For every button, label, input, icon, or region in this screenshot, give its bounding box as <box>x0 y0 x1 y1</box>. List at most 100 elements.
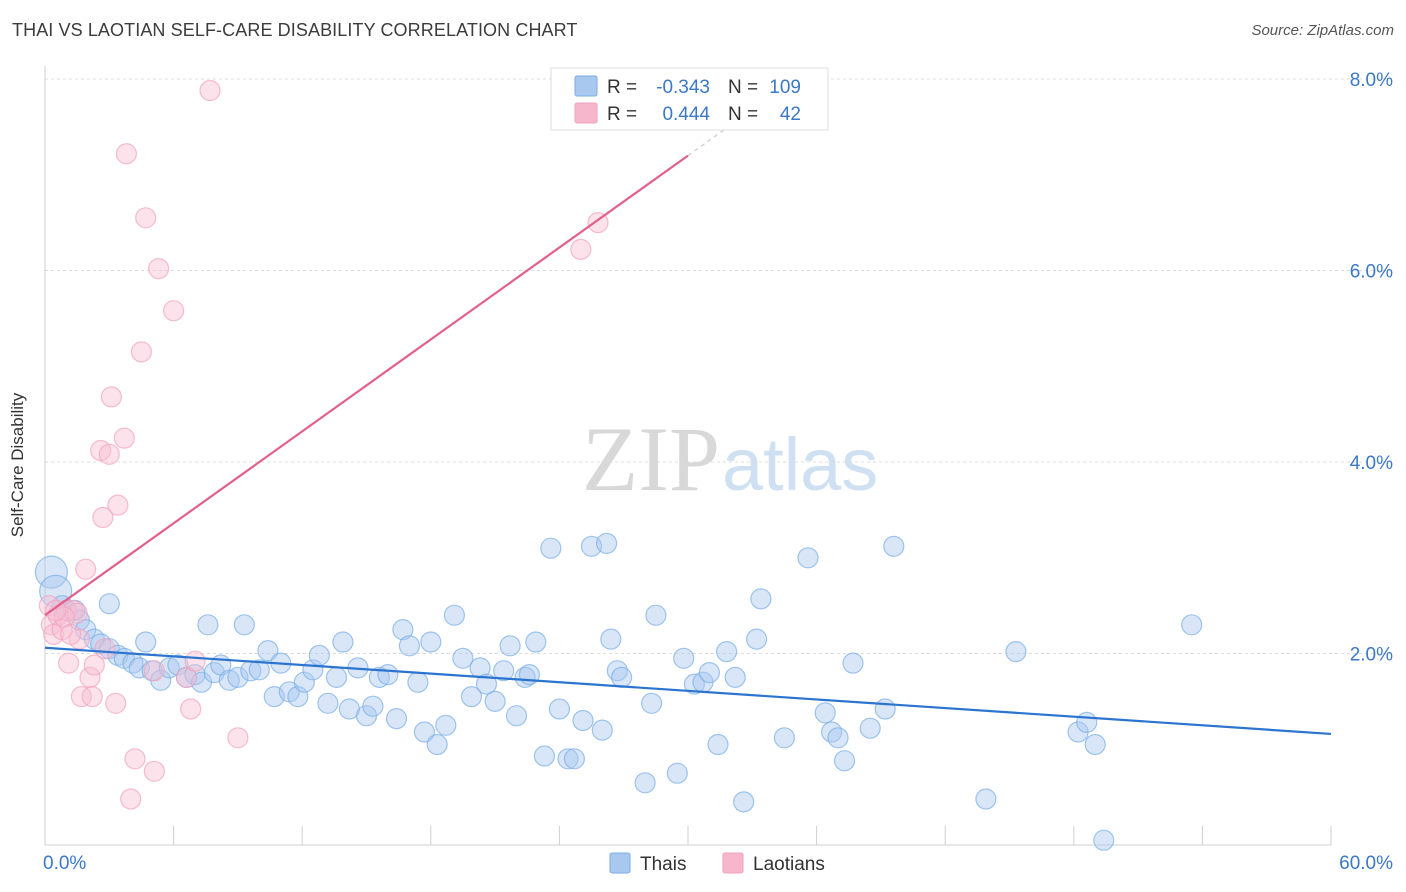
thais-point <box>1093 829 1115 851</box>
thais-point <box>773 727 796 749</box>
stats-legend-n-value-1: 109 <box>769 77 801 98</box>
laotians-point <box>45 599 67 622</box>
series-legend: Thais Laotians <box>609 852 825 875</box>
chart-title: THAI VS LAOTIAN SELF-CARE DISABILITY COR… <box>12 20 578 40</box>
thais-point <box>874 698 896 720</box>
thais-trend-line <box>44 646 1332 736</box>
thais-point <box>563 748 586 770</box>
thais-point <box>227 666 249 689</box>
laotians-point <box>148 258 170 280</box>
thais-point <box>460 685 483 708</box>
thais-point <box>385 707 408 730</box>
laotians-point <box>143 660 165 682</box>
thais-point <box>707 733 729 756</box>
thais-point <box>308 644 330 667</box>
thais-point <box>407 671 429 693</box>
gridlines <box>45 78 1392 654</box>
thais-point <box>420 631 442 653</box>
thais-point <box>317 692 339 714</box>
laotians-point <box>570 238 592 260</box>
laotians-point <box>120 788 142 810</box>
legend-thais-swatch <box>609 852 631 874</box>
laotians-point <box>70 685 93 708</box>
thais-point <box>645 604 667 626</box>
thais-point <box>666 762 688 784</box>
thais-point <box>257 639 279 662</box>
laotians-point <box>57 652 80 674</box>
thais-point <box>591 719 613 741</box>
laotians-point <box>81 685 103 708</box>
thais-point <box>197 614 219 636</box>
thais-point <box>98 593 120 615</box>
thais-point <box>683 673 706 695</box>
thais-point <box>883 535 905 557</box>
laotians-point <box>199 79 221 102</box>
thais-point <box>814 702 836 724</box>
thais-point <box>610 666 633 689</box>
thais-point <box>600 628 622 650</box>
thais-point <box>293 671 315 693</box>
laotians-point <box>66 602 88 624</box>
thais-point <box>572 709 594 732</box>
laotians-point <box>143 760 165 782</box>
thais-point <box>540 537 562 559</box>
thais-point <box>525 631 547 653</box>
laotians-points <box>38 79 609 810</box>
laotians-point <box>60 623 82 646</box>
thais-point <box>398 635 420 657</box>
stats-legend-r-label-1: R = <box>607 77 637 98</box>
laotians-point <box>83 654 105 676</box>
thais-point <box>233 614 255 636</box>
laotians-point <box>75 558 97 580</box>
stats-legend-n-label-2: N = <box>728 104 758 125</box>
thais-point <box>443 604 465 626</box>
thais-point <box>820 721 843 743</box>
legend-thais-label: Thais <box>640 854 686 875</box>
stats-legend-laotian-swatch <box>574 102 598 124</box>
thais-point <box>833 750 856 772</box>
thais-points <box>34 532 1203 851</box>
thais-point <box>827 727 849 749</box>
thais-point <box>332 631 354 653</box>
chart-source: Source: ZipAtlas.com <box>1251 22 1394 39</box>
stats-legend-r-value-2: 0.444 <box>662 104 710 125</box>
y-tick-label: 4.0% <box>1350 453 1393 474</box>
thais-point <box>557 748 579 770</box>
thais-point <box>452 647 474 669</box>
thais-point <box>1181 614 1203 636</box>
x-tick-label-min: 0.0% <box>43 853 86 874</box>
thais-point <box>745 628 768 650</box>
laotians-point <box>113 427 135 449</box>
watermark-atlas: atlas <box>722 423 878 506</box>
laotians-point <box>92 506 114 529</box>
thais-point <box>533 745 556 767</box>
thais-point <box>392 618 414 641</box>
thais-point <box>435 714 457 736</box>
trend-lines <box>44 101 1332 736</box>
thais-point <box>715 640 738 663</box>
laotians-point <box>107 494 129 516</box>
laotians-point <box>98 443 120 465</box>
laotians-point <box>105 692 127 714</box>
thais-point <box>975 788 997 810</box>
thais-point <box>859 717 881 739</box>
laotians-point <box>100 386 123 408</box>
laotians-point <box>184 650 206 672</box>
thais-point <box>750 588 772 610</box>
laotians-point <box>180 698 202 720</box>
thais-point <box>34 555 69 589</box>
thais-point <box>475 673 498 695</box>
thais-point <box>698 661 721 684</box>
thais-point <box>724 666 746 689</box>
thais-point <box>1005 640 1027 663</box>
thais-point <box>673 647 695 669</box>
thais-point <box>167 654 189 676</box>
laotians-trend-line <box>44 154 689 617</box>
stats-legend-thai-swatch <box>574 75 598 97</box>
thais-point <box>426 733 448 756</box>
thais-point <box>634 772 656 794</box>
thais-point <box>413 721 435 743</box>
laotians-point <box>163 300 185 322</box>
tick-labels: 2.0% 4.0% 6.0% 8.0% 0.0% 60.0% <box>43 70 1393 874</box>
